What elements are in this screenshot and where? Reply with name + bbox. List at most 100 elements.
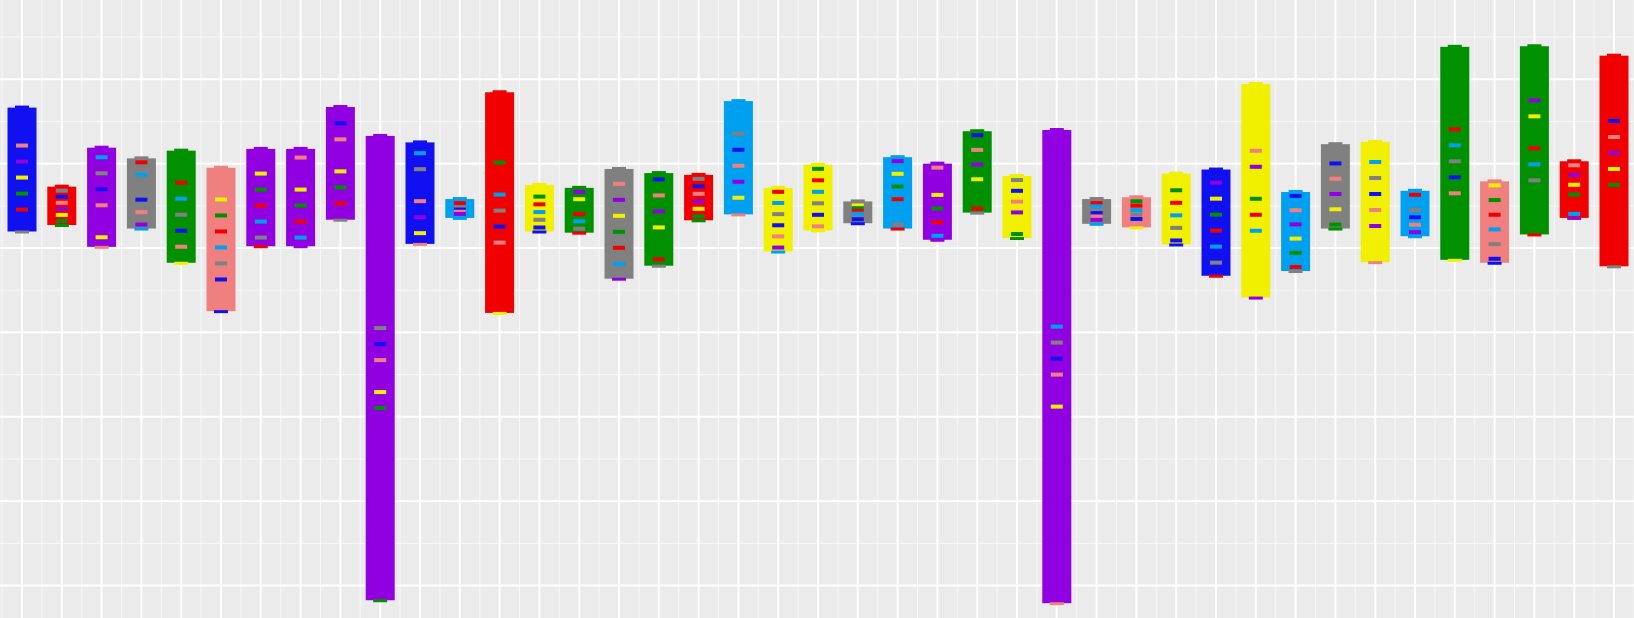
bar-cap-bottom xyxy=(1049,602,1064,606)
segment-tick xyxy=(493,208,506,213)
segment-tick xyxy=(1488,212,1501,217)
bar-cap-top xyxy=(890,155,905,159)
bar-cap-top xyxy=(1567,159,1582,163)
bar-cap-bottom xyxy=(691,219,706,223)
segment-tick xyxy=(732,131,745,136)
segment-tick xyxy=(1608,182,1620,187)
bar-cap-top xyxy=(1487,179,1502,183)
segment-tick xyxy=(1568,192,1581,197)
segment-tick xyxy=(652,209,665,214)
bar xyxy=(1480,181,1510,263)
segment-tick xyxy=(294,187,307,192)
segment-tick xyxy=(1011,210,1023,215)
segment-tick xyxy=(334,185,347,190)
segment-tick xyxy=(652,193,665,198)
segment-tick xyxy=(851,208,864,213)
bar-cap-top xyxy=(1169,171,1184,175)
bar xyxy=(1161,173,1191,245)
segment-tick xyxy=(851,203,864,208)
segment-tick xyxy=(1448,191,1461,196)
segment-tick xyxy=(414,231,426,236)
bar-cap-bottom xyxy=(970,211,985,215)
bar-cap-bottom xyxy=(532,230,547,234)
bar-cap-top xyxy=(174,148,189,152)
segment-tick xyxy=(1608,134,1620,139)
bar-cap-bottom xyxy=(1408,235,1422,239)
segment-tick xyxy=(1011,231,1023,236)
segment-tick xyxy=(294,235,307,240)
segment-tick xyxy=(971,206,984,211)
segment-tick xyxy=(374,406,387,411)
bar-cap-top xyxy=(1049,128,1064,132)
bar xyxy=(922,163,952,240)
bar-cap-top xyxy=(1129,195,1144,199)
bar xyxy=(1360,141,1390,263)
segment-tick xyxy=(1090,217,1103,222)
segment-tick xyxy=(493,192,506,197)
segment-tick xyxy=(1568,163,1581,168)
segment-tick xyxy=(453,209,466,214)
segment-tick xyxy=(891,184,904,189)
bar-cap-top xyxy=(1328,142,1343,146)
bar xyxy=(7,107,37,232)
segment-tick xyxy=(135,172,148,177)
bar-cap-top xyxy=(293,146,308,150)
segment-tick xyxy=(533,217,546,222)
segment-tick xyxy=(1448,127,1461,132)
segment-tick xyxy=(1170,213,1183,218)
segment-tick xyxy=(573,197,586,202)
segment-tick xyxy=(573,189,586,194)
bar xyxy=(1559,161,1589,218)
bar xyxy=(1201,169,1231,276)
segment-tick xyxy=(1170,238,1183,243)
segment-tick xyxy=(1409,222,1421,227)
bar xyxy=(206,167,236,312)
segment-tick xyxy=(772,212,785,217)
segment-tick xyxy=(16,159,28,164)
segment-tick xyxy=(55,212,68,217)
segment-tick xyxy=(215,213,227,218)
bar xyxy=(684,174,714,221)
bar xyxy=(763,187,793,252)
segment-tick xyxy=(1130,216,1143,221)
segment-tick xyxy=(1528,98,1541,103)
bar-cap-bottom xyxy=(1607,265,1621,269)
segment-tick xyxy=(573,226,586,231)
bar-cap-top xyxy=(651,171,666,175)
segment-tick xyxy=(613,197,625,202)
segment-tick xyxy=(613,229,625,234)
bar-cap-bottom xyxy=(1209,274,1223,278)
segment-tick xyxy=(772,200,785,205)
bar xyxy=(405,142,435,244)
segment-tick xyxy=(215,229,227,234)
segment-tick xyxy=(692,214,705,219)
bar xyxy=(1241,84,1271,298)
segment-tick xyxy=(652,225,665,230)
segment-tick xyxy=(175,180,188,185)
segment-tick xyxy=(732,147,745,152)
segment-tick xyxy=(453,205,466,210)
segment-tick xyxy=(414,215,426,220)
bar-cap-top xyxy=(54,184,69,188)
segment-tick xyxy=(374,342,387,347)
segment-tick xyxy=(812,189,824,194)
bar xyxy=(524,184,554,232)
segment-tick xyxy=(1568,173,1581,178)
segment-tick xyxy=(971,177,984,182)
segment-tick xyxy=(1011,178,1023,183)
segment-tick xyxy=(851,217,864,222)
segment-tick xyxy=(1329,161,1342,166)
segment-tick xyxy=(1448,175,1461,180)
segment-tick xyxy=(1369,160,1382,164)
segment-marks xyxy=(15,44,1621,606)
segment-tick xyxy=(294,219,307,224)
bar-cap-top xyxy=(1010,174,1024,178)
bar-cap-bottom xyxy=(1328,227,1343,231)
bar xyxy=(1400,190,1430,237)
bar xyxy=(1519,46,1549,235)
segment-tick xyxy=(1488,227,1501,232)
segment-tick xyxy=(1289,250,1302,255)
segment-tick xyxy=(254,187,267,192)
bar-cap-bottom xyxy=(15,230,29,234)
segment-tick xyxy=(692,191,705,196)
